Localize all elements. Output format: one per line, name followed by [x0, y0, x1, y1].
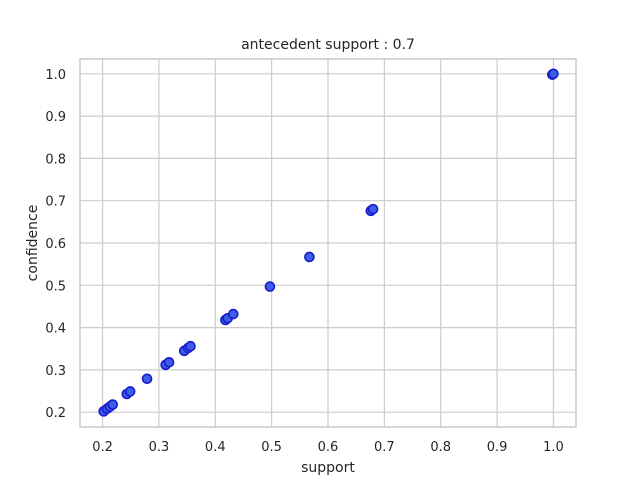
x-tick-label: 0.3	[149, 440, 170, 455]
data-point	[548, 68, 559, 80]
data-point	[107, 399, 118, 410]
data-point	[228, 308, 239, 320]
y-tick-label: 0.5	[45, 279, 66, 294]
y-axis-label: confidence	[25, 205, 41, 282]
tick-labels: 0.2 0.3 0.4 0.5 0.6 0.7 0.8 0.9 1.0 0.2 0.3 0.4 0.5 0…	[45, 68, 563, 455]
x-axis-label: support	[301, 460, 355, 476]
x-tick-label: 0.4	[205, 440, 226, 455]
data-point	[304, 251, 315, 263]
x-tick-label: 0.9	[487, 440, 508, 455]
y-tick-label: 0.9	[45, 110, 66, 125]
y-tick-label: 0.4	[45, 322, 66, 337]
data-point	[163, 356, 175, 368]
y-tick-label: 0.7	[45, 195, 66, 210]
chart-title: antecedent support : 0.7	[241, 37, 415, 53]
x-tick-label: 0.2	[92, 440, 113, 455]
y-tick-label: 0.2	[45, 406, 66, 421]
grid	[80, 59, 576, 427]
x-tick-label: 0.5	[261, 440, 282, 455]
data-points	[98, 68, 559, 417]
y-tick-label: 0.6	[45, 237, 66, 252]
x-tick-label: 0.7	[374, 440, 395, 455]
data-point	[264, 281, 276, 292]
data-point	[124, 386, 136, 397]
x-tick-label: 0.6	[318, 440, 339, 455]
y-tick-label: 0.8	[45, 152, 66, 167]
x-tick-label: 1.0	[543, 440, 564, 455]
x-tick-label: 0.8	[430, 440, 451, 455]
plot-area	[79, 58, 577, 428]
data-point	[185, 340, 196, 352]
data-point	[141, 373, 153, 385]
y-tick-label: 1.0	[45, 68, 66, 83]
y-tick-label: 0.3	[45, 364, 66, 379]
data-point	[367, 203, 379, 215]
